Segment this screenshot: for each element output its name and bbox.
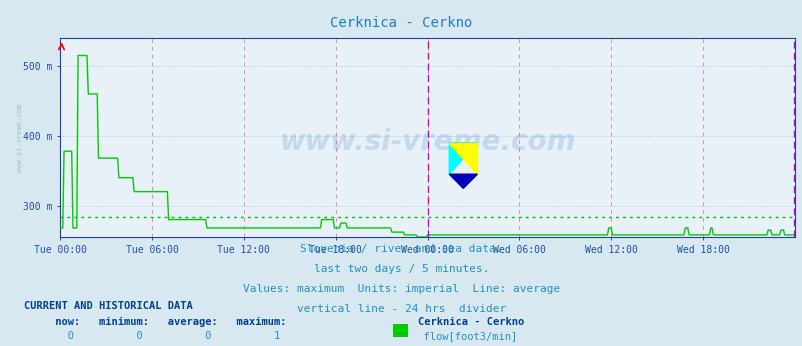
Text: Cerknica - Cerkno: Cerknica - Cerkno bbox=[330, 16, 472, 29]
Text: vertical line - 24 hrs  divider: vertical line - 24 hrs divider bbox=[297, 304, 505, 314]
Text: Slovenia / river and sea data.: Slovenia / river and sea data. bbox=[300, 244, 502, 254]
Polygon shape bbox=[449, 143, 476, 174]
Text: www.si-vreme.com: www.si-vreme.com bbox=[279, 128, 575, 155]
Polygon shape bbox=[449, 143, 476, 174]
Text: www.si-vreme.com: www.si-vreme.com bbox=[17, 103, 22, 172]
Text: Values: maximum  Units: imperial  Line: average: Values: maximum Units: imperial Line: av… bbox=[242, 284, 560, 294]
Polygon shape bbox=[449, 174, 476, 188]
Text: Cerknica - Cerkno: Cerknica - Cerkno bbox=[417, 317, 523, 327]
Text: last two days / 5 minutes.: last two days / 5 minutes. bbox=[314, 264, 488, 274]
Text: flow[foot3/min]: flow[foot3/min] bbox=[411, 331, 516, 342]
Text: 0          0          0          1: 0 0 0 1 bbox=[24, 331, 280, 342]
Text: CURRENT AND HISTORICAL DATA: CURRENT AND HISTORICAL DATA bbox=[24, 301, 192, 311]
Text: now:   minimum:   average:   maximum:: now: minimum: average: maximum: bbox=[24, 317, 286, 327]
